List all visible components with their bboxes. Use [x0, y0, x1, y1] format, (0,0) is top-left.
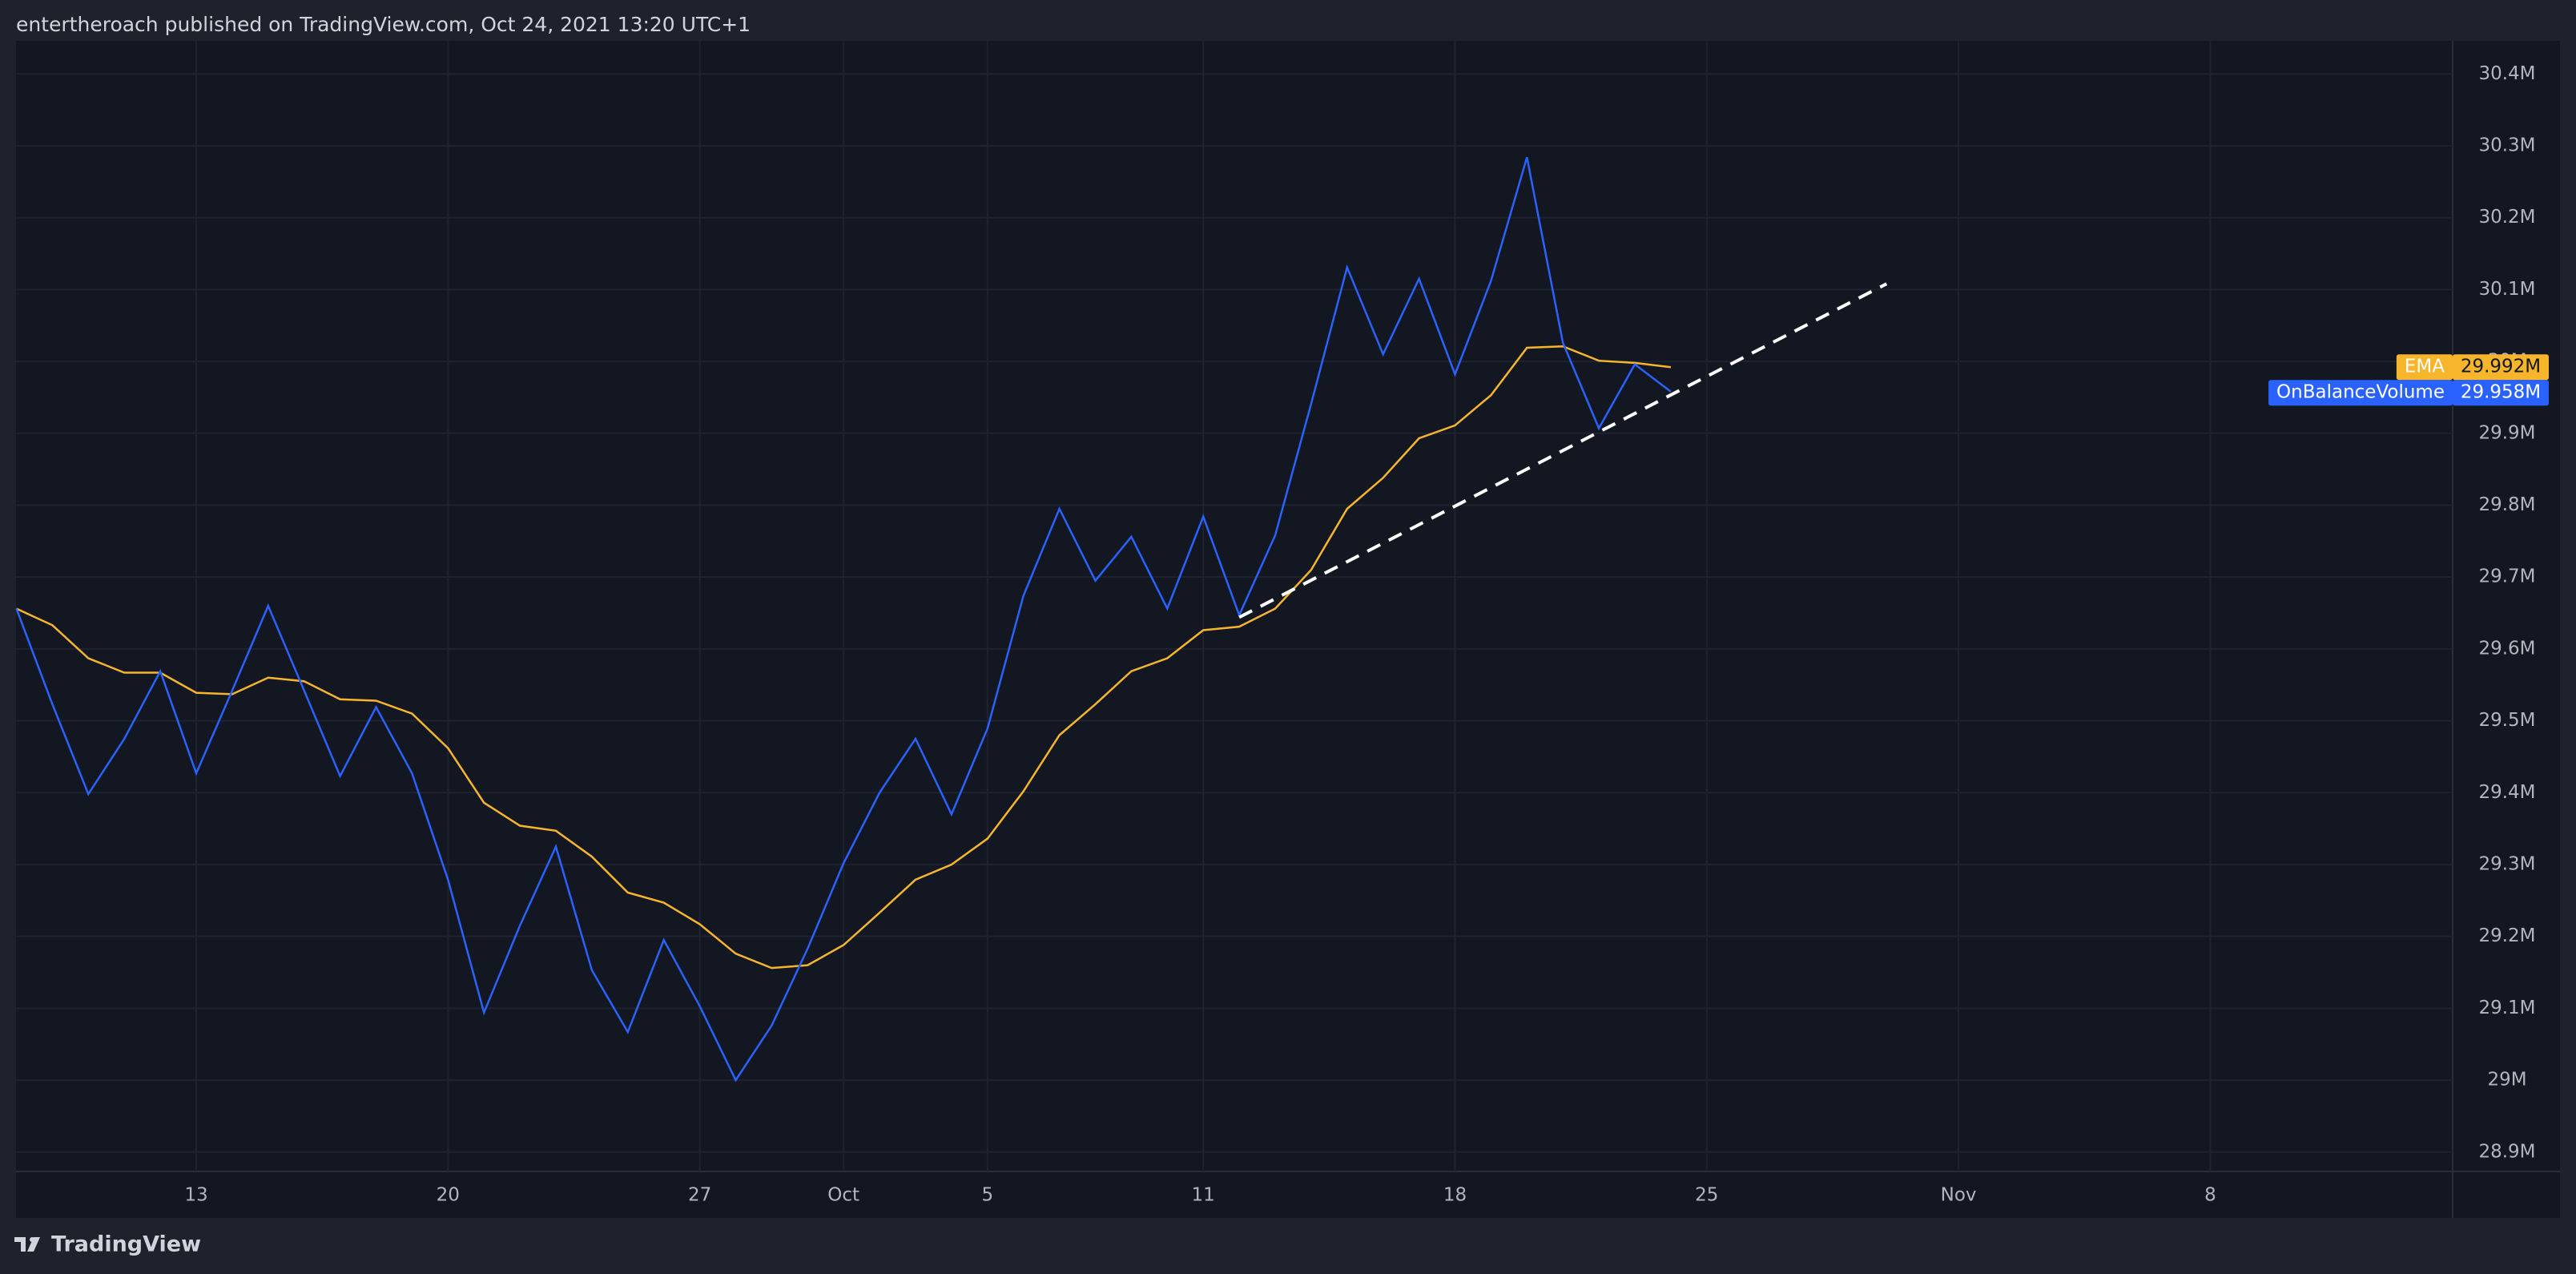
- logo: [14, 1237, 40, 1252]
- series-line: [15, 156, 1672, 1082]
- chart-pane: [16, 41, 2560, 1218]
- y-tick-label: 29.3M: [2478, 853, 2535, 874]
- footer-brand: TradingView: [51, 1232, 201, 1257]
- y-tick-label: 30.4M: [2478, 63, 2535, 84]
- x-tick-label: 11: [1192, 1185, 1215, 1206]
- x-tick-label: 18: [1443, 1185, 1467, 1206]
- x-tick-label: Nov: [1941, 1185, 1977, 1206]
- x-tick-label: 13: [184, 1185, 207, 1206]
- y-tick-label: 29.2M: [2478, 925, 2535, 946]
- y-tick-label: 29.7M: [2478, 566, 2535, 587]
- y-tick-label: 30.3M: [2478, 135, 2535, 155]
- badge-value: 29.958M: [2461, 382, 2541, 403]
- y-tick-label: 29.8M: [2478, 494, 2535, 515]
- y-tick-label: 29.5M: [2478, 710, 2535, 731]
- badge-value: 29.992M: [2461, 357, 2541, 377]
- badge-name: EMA: [2405, 357, 2445, 377]
- y-tick-label: 29.9M: [2478, 422, 2535, 443]
- x-tick-label: Oct: [827, 1185, 859, 1206]
- y-tick-label: 28.9M: [2478, 1141, 2535, 1162]
- badge-name-box: [2268, 380, 2453, 406]
- badge-value-box: [2453, 380, 2549, 406]
- y-tick-label: 30.1M: [2478, 279, 2535, 300]
- y-tick-label: 29M: [2487, 1070, 2526, 1091]
- series-line: [15, 345, 1672, 970]
- x-tick-label: 8: [2204, 1185, 2216, 1206]
- y-tick-label: 29.6M: [2478, 638, 2535, 659]
- x-tick-label: 5: [981, 1185, 993, 1206]
- y-tick-label: 29.4M: [2478, 782, 2535, 803]
- y-tick-label: 30.2M: [2478, 207, 2535, 228]
- x-tick-label: 27: [688, 1185, 711, 1206]
- x-tick-label: 20: [437, 1185, 460, 1206]
- badge-value-box: [2453, 354, 2549, 381]
- badge-name: OnBalanceVolume: [2276, 382, 2445, 403]
- y-tick-label: 29.1M: [2478, 998, 2535, 1018]
- logo-icon: [14, 1237, 40, 1252]
- badge-name-box: [2396, 354, 2453, 381]
- plot: 28.9M 29M 29.1M 29.2M 29.3M 29.4M 29.5M 29.6M 29…: [15, 41, 2549, 1206]
- trend-line: [1238, 282, 1888, 619]
- x-tick-label: 25: [1695, 1185, 1718, 1206]
- header-text: entertheroach published on TradingView.c…: [16, 13, 751, 36]
